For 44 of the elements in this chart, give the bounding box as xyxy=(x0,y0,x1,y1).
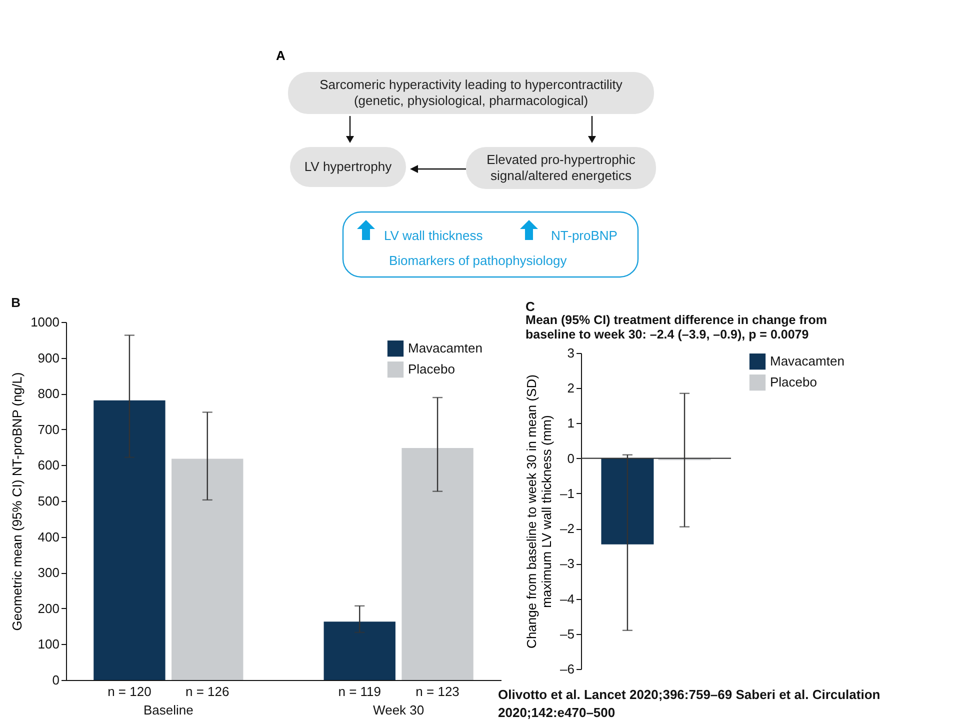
y-tick-label: 800 xyxy=(38,386,60,402)
y-tick-label: 200 xyxy=(38,600,60,616)
text: n = 126 xyxy=(186,684,230,699)
legend-label: Mavacamten xyxy=(770,354,844,368)
text: Biomarkers of pathophysiology xyxy=(389,253,567,268)
legend-label: Placebo xyxy=(770,374,817,390)
y-tick-label: 500 xyxy=(38,494,60,508)
legend-label: Placebo xyxy=(408,362,455,376)
y-tick-label: 900 xyxy=(38,350,60,366)
y-tick-label: –6 xyxy=(560,662,574,676)
text: n = 119 xyxy=(338,684,382,699)
text: NT-proBNP xyxy=(551,228,618,243)
y-tick-label: 1000 xyxy=(30,314,60,330)
chart-title: C xyxy=(526,299,536,314)
y-tick-label: 400 xyxy=(38,529,60,544)
y-tick-label: 100 xyxy=(38,636,60,652)
x-tick-label: Week 30 xyxy=(373,702,424,718)
text: LV wall thickness xyxy=(384,228,483,243)
legend-label: Mavacamten xyxy=(408,340,482,356)
y-tick-label: 300 xyxy=(38,565,60,580)
y-tick-label: –2 xyxy=(560,521,574,536)
text: Elevated pro-hypertrophic signal/altered energetics xyxy=(466,147,656,189)
y-tick-label: 0 xyxy=(567,450,574,466)
y-tick-label: 1 xyxy=(567,416,574,431)
text: LV hypertrophy xyxy=(290,147,406,187)
y-tick-label: 3 xyxy=(567,346,574,360)
chart-title: B xyxy=(11,295,20,310)
y-tick-label: 0 xyxy=(52,672,60,688)
x-tick-label: Baseline xyxy=(143,702,194,718)
text: A xyxy=(276,48,286,63)
y-axis-title: Change from baseline to week 30 in mean (SD) maximum LV wall thickness (mm) xyxy=(524,374,554,648)
text: Sarcomeric hyperactivity leading to hypercontractility (genetic, physiological, pharmacological) xyxy=(288,72,654,114)
y-tick-label: –5 xyxy=(560,626,574,642)
y-tick-label: –4 xyxy=(560,591,574,606)
y-tick-label: 600 xyxy=(38,458,60,473)
y-tick-label: –1 xyxy=(560,486,574,501)
y-tick-label: 2 xyxy=(567,380,574,396)
chart-subtitle: Mean (95% CI) treatment difference in change from baseline to week 30: –2.4 (–3.9, –0.9), p = 0.0079 xyxy=(526,313,827,342)
y-tick-label: –3 xyxy=(560,556,574,572)
text: Olivotto et al. Lancet 2020;396:759–69 Saberi et al. Circulation 2020;142:e470–500 xyxy=(498,686,882,722)
y-axis-title: Geometric mean (95% CI) NT-proBNP (ng/L) xyxy=(10,372,25,631)
text: n = 123 xyxy=(416,684,460,699)
y-tick-label: 700 xyxy=(38,422,60,437)
text: n = 120 xyxy=(108,684,152,699)
